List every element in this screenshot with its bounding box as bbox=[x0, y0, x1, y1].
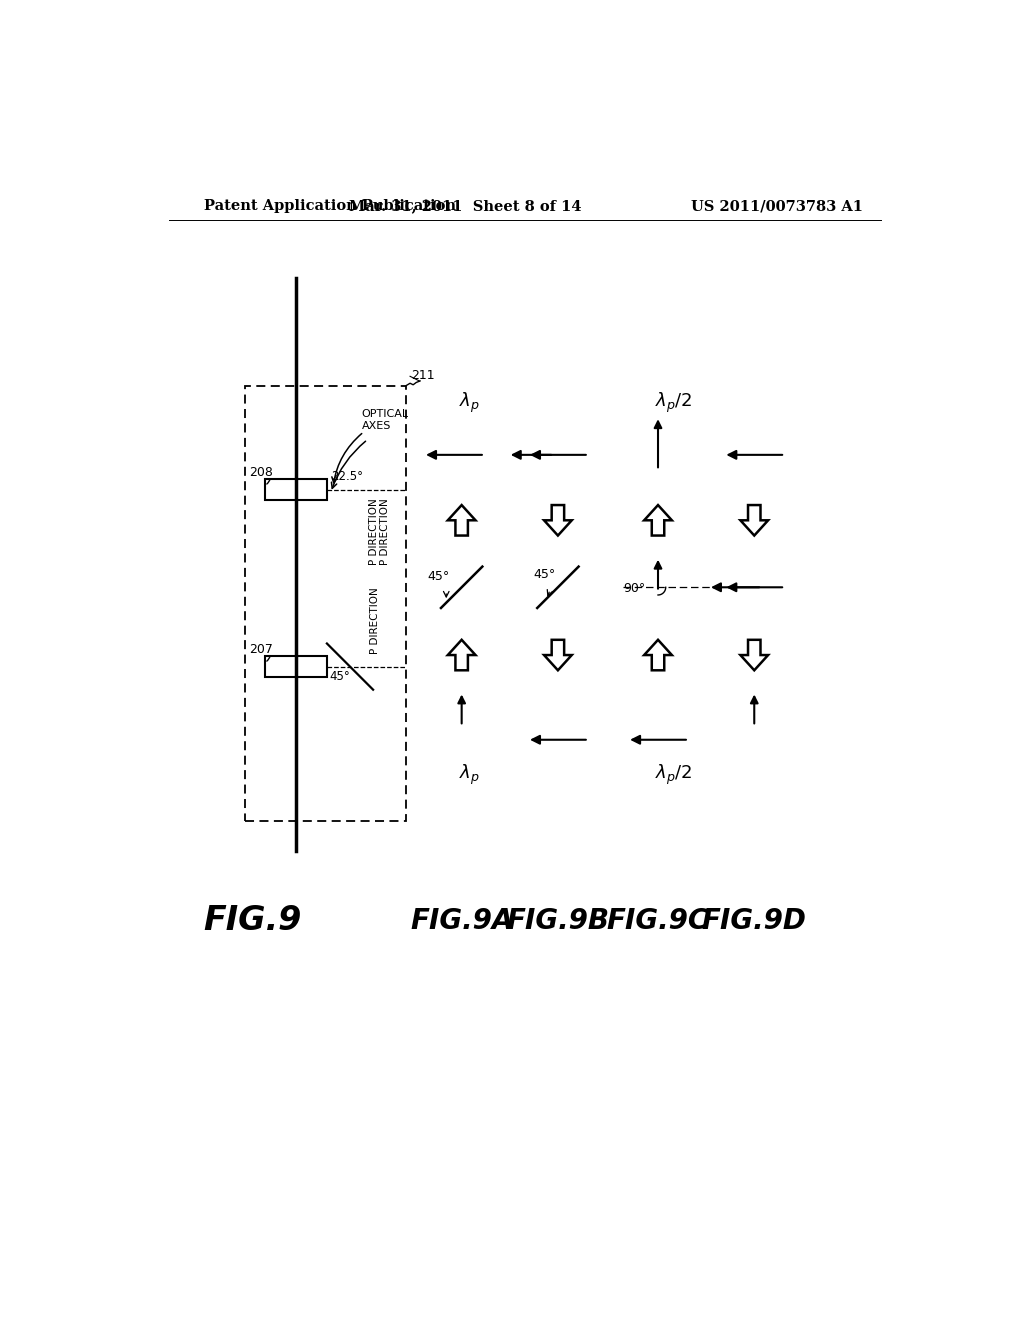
Text: 207: 207 bbox=[250, 643, 273, 656]
Text: 45°: 45° bbox=[534, 568, 555, 581]
Polygon shape bbox=[544, 506, 571, 536]
Text: 45°: 45° bbox=[330, 671, 350, 684]
Text: 90°: 90° bbox=[624, 582, 645, 595]
Text: FIG.9D: FIG.9D bbox=[701, 907, 807, 935]
Polygon shape bbox=[447, 640, 475, 671]
Text: 22.5°: 22.5° bbox=[332, 470, 364, 483]
Text: 211: 211 bbox=[412, 370, 435, 381]
Bar bbox=[265, 656, 327, 677]
Text: FIG.9: FIG.9 bbox=[204, 904, 302, 937]
Bar bbox=[265, 479, 327, 500]
Polygon shape bbox=[740, 506, 768, 536]
Text: Mar. 31, 2011  Sheet 8 of 14: Mar. 31, 2011 Sheet 8 of 14 bbox=[349, 199, 582, 213]
Text: Patent Application Publication: Patent Application Publication bbox=[204, 199, 456, 213]
Polygon shape bbox=[740, 640, 768, 671]
Text: 45°: 45° bbox=[427, 570, 450, 583]
Polygon shape bbox=[447, 506, 475, 536]
Polygon shape bbox=[644, 506, 672, 536]
Text: OPTICAL
AXES: OPTICAL AXES bbox=[361, 409, 409, 432]
Text: P DIRECTION: P DIRECTION bbox=[371, 587, 381, 653]
Polygon shape bbox=[544, 640, 571, 671]
Text: $\lambda_p$: $\lambda_p$ bbox=[459, 763, 480, 787]
Text: US 2011/0073783 A1: US 2011/0073783 A1 bbox=[691, 199, 863, 213]
Text: FIG.9B: FIG.9B bbox=[507, 907, 609, 935]
Text: P DIRECTION: P DIRECTION bbox=[369, 499, 379, 565]
Text: $\lambda_p/2$: $\lambda_p/2$ bbox=[654, 763, 692, 787]
Text: FIG.9C: FIG.9C bbox=[607, 907, 710, 935]
Text: FIG.9A: FIG.9A bbox=[410, 907, 513, 935]
Text: 208: 208 bbox=[250, 466, 273, 479]
Text: $\lambda_p/2$: $\lambda_p/2$ bbox=[654, 391, 692, 416]
Polygon shape bbox=[644, 640, 672, 671]
Text: $\lambda_p$: $\lambda_p$ bbox=[459, 391, 480, 416]
Text: P DIRECTION: P DIRECTION bbox=[380, 499, 390, 565]
